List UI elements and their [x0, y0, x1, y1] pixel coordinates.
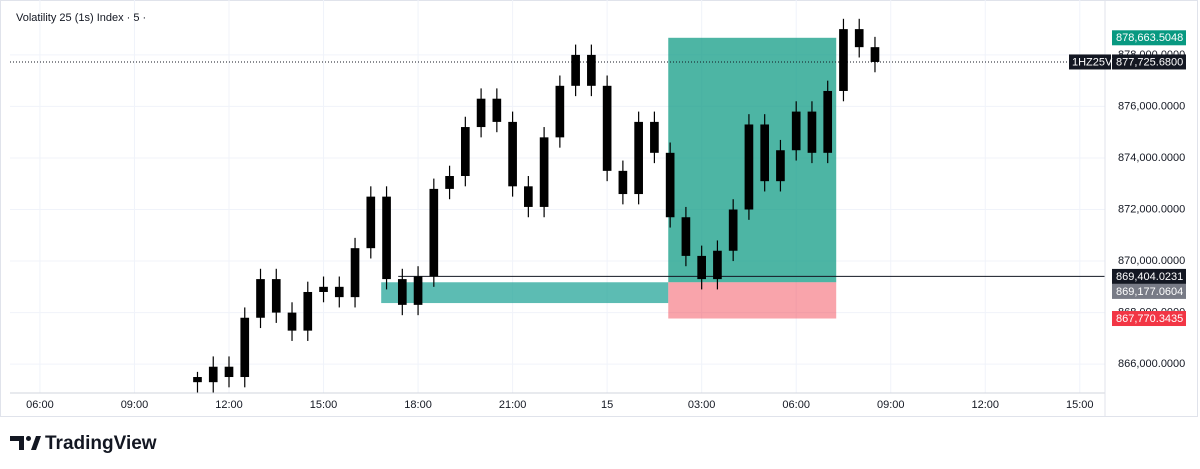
- x-tick-label: 06:00: [782, 399, 810, 411]
- candle-body: [650, 121, 659, 153]
- candle-body: [256, 279, 265, 318]
- candle-body: [539, 137, 549, 207]
- candle-body: [839, 29, 848, 91]
- candle-body: [776, 150, 785, 182]
- candle-body: [713, 250, 722, 280]
- chart-title: Volatility 25 (1s) Index · 5 ·: [16, 12, 146, 24]
- zone: [381, 282, 669, 304]
- x-tick-label: 09:00: [877, 399, 905, 411]
- candle-body: [744, 124, 754, 210]
- price-label: 867,770.3435: [1116, 313, 1183, 325]
- candle-body: [697, 255, 706, 280]
- y-tick-label: 876,000.0000: [1118, 100, 1185, 112]
- grid: [10, 0, 1105, 393]
- logo-mark: [26, 436, 31, 441]
- candle-body: [208, 366, 218, 383]
- candle-body: [854, 29, 864, 48]
- candle-body: [413, 276, 423, 305]
- candle-body: [382, 196, 391, 280]
- price-label-box: [1112, 311, 1186, 327]
- x-tick-label: 09:00: [121, 399, 149, 411]
- candle-body: [524, 186, 533, 207]
- candle-body: [319, 286, 328, 292]
- y-tick-label: 874,000.0000: [1118, 152, 1185, 164]
- price-label: 869,404.0231: [1116, 271, 1183, 283]
- candle-body: [807, 111, 817, 153]
- chart-frame: [0, 0, 1198, 417]
- price-label-box: [1112, 268, 1186, 284]
- candle-body: [240, 317, 250, 378]
- candle-body: [397, 279, 407, 305]
- x-tick-label: 21:00: [499, 399, 527, 411]
- candle-body: [445, 176, 454, 189]
- x-tick-label: 15:00: [310, 399, 338, 411]
- candle-body: [760, 124, 770, 182]
- candle-body: [287, 312, 297, 331]
- price-label: 878,663.5048: [1116, 32, 1183, 44]
- candle-body: [555, 85, 565, 138]
- logo-mark: [31, 436, 41, 450]
- candle-body: [271, 279, 281, 313]
- symbol-box: [1069, 54, 1111, 70]
- candle-body: [224, 366, 234, 378]
- price-label: 877,725.6800: [1116, 56, 1183, 68]
- candle-body: [634, 121, 643, 195]
- brand-name: TradingView: [45, 433, 157, 454]
- candle-body: [303, 291, 313, 331]
- candle-body: [476, 98, 486, 128]
- y-tick-label: 866,000.0000: [1118, 358, 1185, 370]
- candle-body: [571, 54, 580, 86]
- candle-body: [618, 170, 628, 195]
- symbol-label: 1HZ25V: [1072, 56, 1113, 68]
- x-tick-label: 03:00: [688, 399, 716, 411]
- candle-body: [460, 127, 470, 177]
- x-tick-label: 15:00: [1066, 399, 1094, 411]
- x-tick-label: 12:00: [215, 399, 243, 411]
- price-label-box: [1112, 283, 1186, 299]
- candle-body: [728, 209, 738, 251]
- candle-body: [366, 196, 376, 249]
- price-label-box: [1112, 30, 1186, 46]
- candle-body: [429, 188, 439, 277]
- x-tick-label: 15: [601, 399, 613, 411]
- y-tick-label: 872,000.0000: [1118, 203, 1185, 215]
- candle-body: [681, 217, 691, 256]
- candle-body: [870, 47, 880, 62]
- candle-body: [823, 90, 833, 153]
- y-tick-label: 870,000.0000: [1118, 255, 1185, 267]
- candle-body: [791, 111, 801, 151]
- plot: [10, 18, 1105, 393]
- candle-body: [350, 248, 360, 298]
- price-label-box: [1112, 54, 1186, 70]
- logo-mark: [10, 436, 24, 450]
- candle-body: [508, 121, 517, 187]
- price-label: 869,177.0604: [1116, 286, 1183, 298]
- candle-body: [193, 377, 202, 383]
- candle-body: [587, 54, 596, 86]
- brand-logo: TradingView: [10, 433, 157, 454]
- x-tick-label: 18:00: [404, 399, 432, 411]
- candle-body: [602, 85, 612, 171]
- x-tick-label: 12:00: [971, 399, 999, 411]
- candle-body: [334, 286, 344, 298]
- stop-area: [668, 282, 837, 319]
- x-tick-label: 06:00: [26, 399, 54, 411]
- candle-body: [492, 98, 502, 122]
- candle-body: [665, 152, 675, 218]
